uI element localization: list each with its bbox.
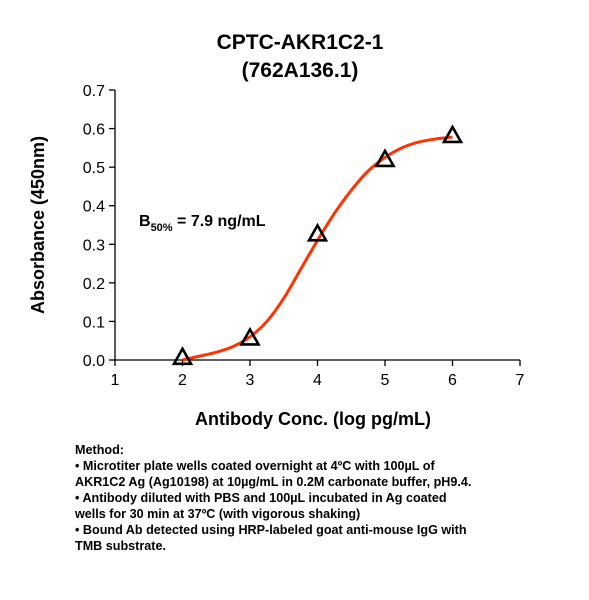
chart-title-line-1: CPTC-AKR1C2-1 [217, 31, 384, 54]
fit-curve [182, 135, 453, 362]
b50-prefix: B [139, 213, 151, 230]
y-tick-label: 0.3 [83, 237, 105, 254]
x-tick-label: 1 [111, 372, 120, 389]
chart-title-line-2: (762A136.1) [242, 59, 359, 82]
b50-annotation: B50% = 7.9 ng/mL [139, 213, 266, 234]
data-point [374, 148, 396, 168]
points-layer [171, 124, 464, 366]
y-tick-label: 0.1 [83, 314, 105, 331]
y-tick-label: 0.7 [83, 83, 105, 100]
y-tick-label: 0.0 [83, 353, 105, 370]
x-axis-label: Antibody Conc. (log pg/mL) [195, 409, 431, 429]
x-tick-label: 5 [381, 372, 390, 389]
x-tick-label: 2 [178, 372, 187, 389]
method-line: TMB substrate. [75, 539, 166, 553]
method-line: • Microtiter plate wells coated overnigh… [75, 459, 435, 473]
x-tick-label: 4 [313, 372, 322, 389]
fit-layer [182, 135, 453, 362]
chart: CPTC-AKR1C2-1 (762A136.1) 0.00.10.20.30.… [28, 31, 525, 429]
y-axis-label: Absorbance (450nm) [28, 136, 48, 314]
y-tick-label: 0.6 [83, 122, 105, 139]
x-tick-label: 7 [516, 372, 525, 389]
b50-subscript: 50% [151, 222, 173, 234]
data-point [306, 222, 329, 242]
y-tick-label: 0.4 [83, 199, 105, 216]
y-axis: 0.0 0.1 0.2 0.3 0.4 0.5 0.6 0.7 [83, 83, 116, 370]
y-tick-label: 0.5 [83, 160, 105, 177]
data-point [171, 346, 194, 366]
data-point [239, 326, 261, 346]
x-tick-label: 6 [448, 372, 457, 389]
data-point [441, 124, 464, 144]
method-block: Method: • Microtiter plate wells coated … [75, 442, 575, 554]
method-line: AKR1C2 Ag (Ag10198) at 10µg/mL in 0.2M c… [75, 475, 472, 489]
x-tick-label: 3 [246, 372, 255, 389]
method-line: wells for 30 min at 37ºC (with vigorous … [75, 507, 361, 521]
method-heading: Method: [75, 443, 124, 457]
method-line: • Antibody diluted with PBS and 100µL in… [75, 491, 447, 505]
method-line: • Bound Ab detected using HRP-labeled go… [75, 523, 467, 537]
b50-value: = 7.9 ng/mL [173, 213, 266, 230]
y-tick-label: 0.2 [83, 276, 105, 293]
